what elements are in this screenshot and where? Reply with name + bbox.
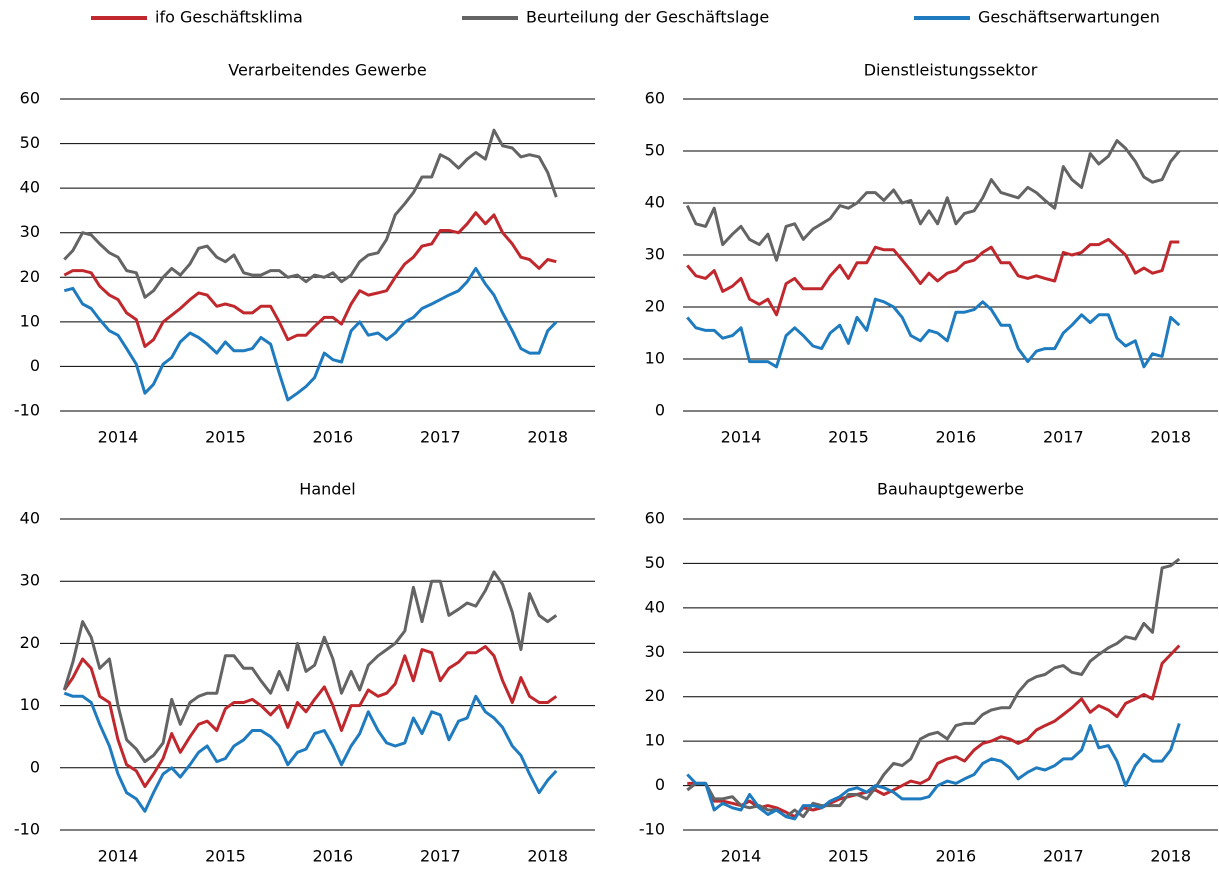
legend-label: ifo Geschäftsklima — [155, 8, 303, 27]
series-line — [686, 722, 1181, 821]
y-tick-label: 40 — [645, 193, 665, 212]
series-line — [686, 237, 1180, 317]
legend-label: Geschäftserwartungen — [978, 8, 1160, 27]
panel-title: Verarbeitendes Gewerbe — [228, 61, 426, 80]
y-tick-label: 0 — [30, 757, 40, 776]
y-tick-label: 0 — [655, 775, 665, 794]
y-tick-label: 20 — [645, 297, 665, 316]
y-tick-label: 30 — [20, 222, 40, 241]
x-tick-label: 2018 — [527, 847, 568, 866]
y-tick-label: 30 — [20, 571, 40, 590]
x-tick-label: 2015 — [205, 428, 246, 447]
y-tick-label: 60 — [645, 509, 665, 528]
series-line — [62, 570, 558, 764]
y-tick-label: 60 — [20, 89, 40, 108]
x-tick-label: 2017 — [420, 847, 461, 866]
y-tick-label: 0 — [30, 356, 40, 375]
series-line — [686, 297, 1181, 369]
x-tick-label: 2016 — [936, 847, 977, 866]
x-tick-label: 2015 — [205, 847, 246, 866]
y-tick-label: 50 — [645, 553, 665, 572]
panel-title: Dienstleistungssektor — [864, 61, 1038, 80]
y-tick-label: -10 — [14, 820, 40, 839]
y-tick-label: 10 — [645, 349, 665, 368]
panel-title: Bauhauptgewerbe — [877, 480, 1024, 499]
panel-title: Handel — [299, 480, 355, 499]
y-tick-label: 30 — [645, 642, 665, 661]
x-tick-label: 2016 — [313, 847, 354, 866]
x-tick-label: 2018 — [527, 428, 568, 447]
y-tick-label: 20 — [20, 267, 40, 286]
y-tick-label: 0 — [655, 401, 665, 420]
x-tick-label: 2014 — [721, 847, 762, 866]
y-tick-label: -10 — [639, 820, 665, 839]
x-tick-label: 2018 — [1150, 428, 1191, 447]
y-tick-label: 10 — [645, 731, 665, 750]
y-tick-label: 40 — [645, 597, 665, 616]
y-tick-label: 20 — [20, 633, 40, 652]
x-tick-label: 2016 — [313, 428, 354, 447]
y-tick-label: 40 — [20, 178, 40, 197]
x-tick-label: 2017 — [1043, 847, 1084, 866]
x-tick-label: 2017 — [420, 428, 461, 447]
legend-label: Beurteilung der Geschäftslage — [526, 8, 769, 27]
y-tick-label: 10 — [20, 311, 40, 330]
y-tick-label: 40 — [20, 509, 40, 528]
y-tick-label: 30 — [645, 245, 665, 264]
y-tick-label: 50 — [20, 133, 40, 152]
series-line — [687, 644, 1181, 819]
y-tick-label: 60 — [645, 89, 665, 108]
y-tick-label: 20 — [645, 686, 665, 705]
series-line — [63, 691, 558, 813]
y-tick-label: -10 — [14, 401, 40, 420]
x-tick-label: 2015 — [828, 847, 869, 866]
y-tick-label: 10 — [20, 695, 40, 714]
series-line — [685, 139, 1181, 262]
series-line — [63, 211, 557, 348]
x-tick-label: 2017 — [1043, 428, 1084, 447]
series-line — [63, 266, 558, 402]
x-tick-label: 2014 — [98, 847, 139, 866]
y-tick-label: 50 — [645, 141, 665, 160]
x-tick-label: 2014 — [98, 428, 139, 447]
x-tick-label: 2015 — [828, 428, 869, 447]
series-line — [63, 128, 558, 299]
x-tick-label: 2014 — [721, 428, 762, 447]
x-tick-label: 2016 — [936, 428, 977, 447]
x-tick-label: 2018 — [1150, 847, 1191, 866]
series-line — [686, 557, 1181, 819]
series-line — [63, 645, 558, 788]
